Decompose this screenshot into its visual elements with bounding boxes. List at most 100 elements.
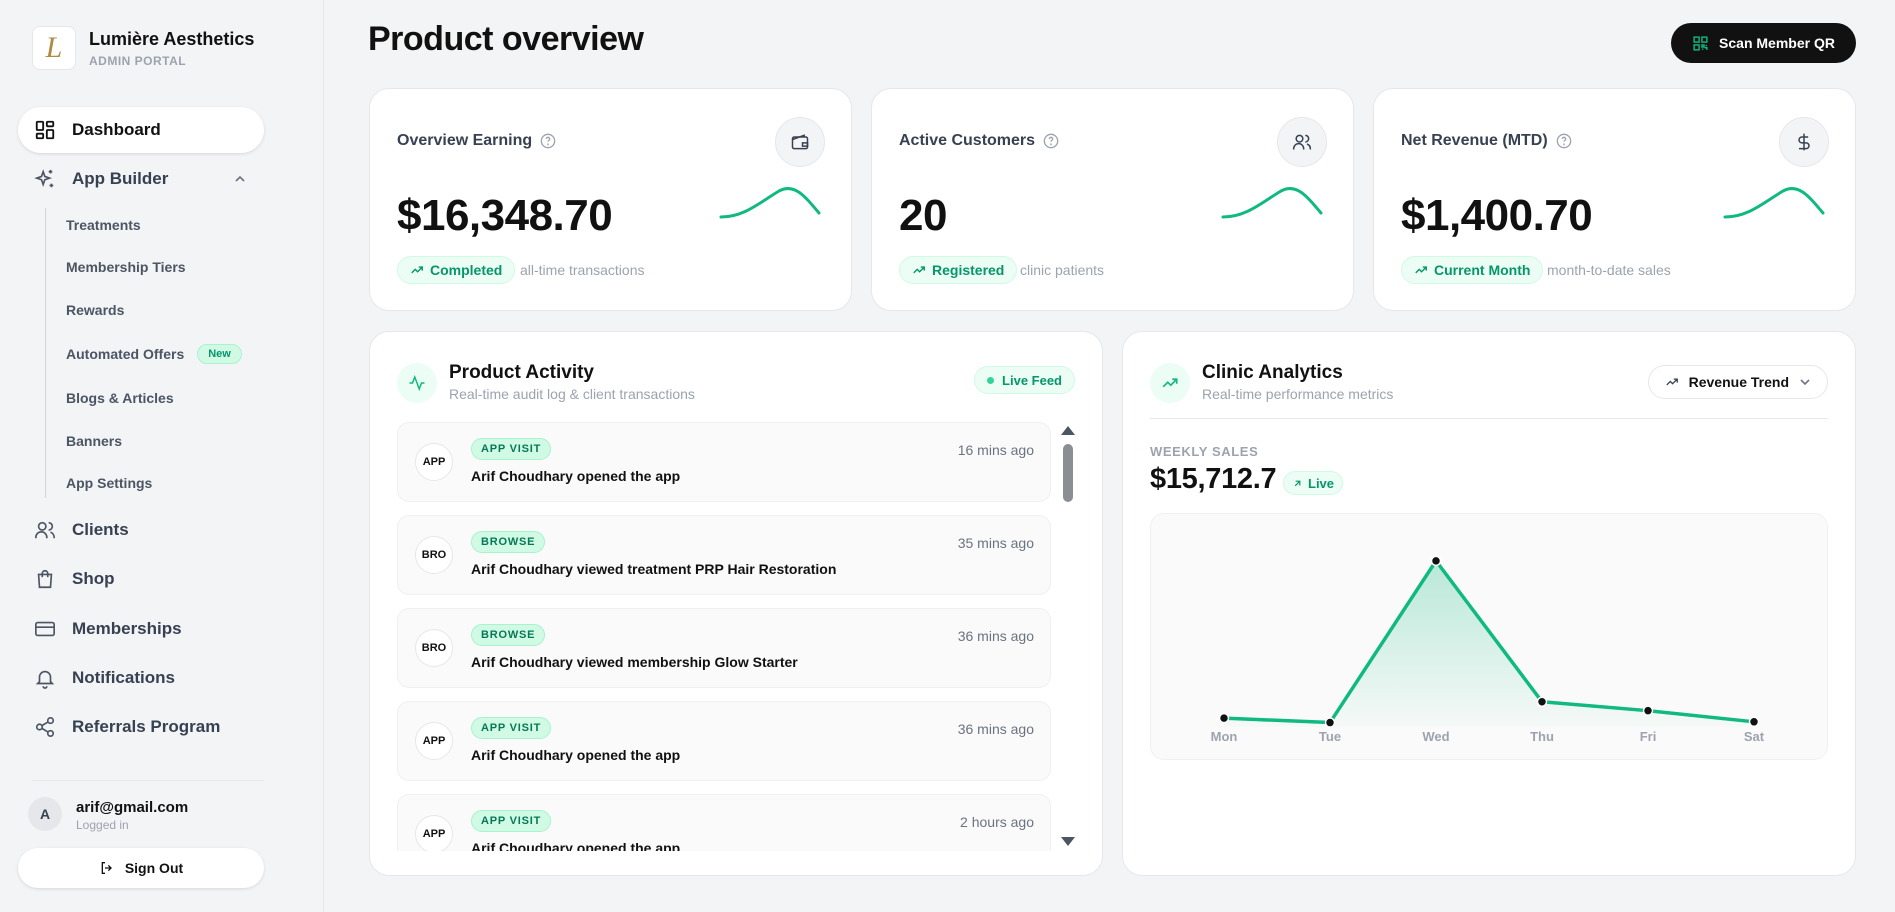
app-builder-submenu: Treatments Membership Tiers Rewards Auto… [45,208,265,498]
live-dot [987,376,995,384]
submenu-item-banners[interactable]: Banners [66,433,123,449]
chevron-up-icon[interactable] [234,173,246,185]
users-icon [35,521,55,539]
users-icon [1277,117,1327,167]
chart-point-fri[interactable] [1642,705,1654,716]
event-time: 36 mins ago [957,721,1034,737]
chart-point-sat[interactable] [1748,716,1760,728]
submenu-item-rewards[interactable]: Rewards [66,302,125,318]
event-badge: APP VISIT [471,438,552,460]
shopping-bag-icon [37,569,53,589]
clinic-analytics-panel: Clinic Analytics Real-time performance m… [1122,331,1856,876]
chart-point-thu[interactable] [1536,696,1548,708]
status-badge: Completed [397,256,516,284]
sidebar-item-referrals[interactable]: Referrals Program [18,704,264,750]
event-text: Arif Choudhary opened the app [471,840,681,851]
event-time: 35 mins ago [957,535,1034,551]
sidebar-item-clients[interactable]: Clients [18,507,264,553]
credit-card-icon [35,621,55,637]
stat-value: 20 [899,191,947,240]
list-item[interactable]: APP APP VISIT Arif Choudhary opened the … [397,701,1051,781]
help-icon[interactable] [1556,133,1572,149]
revenue-trend-dropdown[interactable]: Revenue Trend [1647,365,1828,399]
sparkline [1221,187,1323,219]
event-text: Arif Choudhary viewed treatment PRP Hair… [471,561,837,577]
scroll-down-arrow[interactable] [1061,837,1075,846]
status-badge: Current Month [1401,256,1544,284]
event-text: Arif Choudhary opened the app [471,747,681,763]
scrollbar-thumb[interactable] [1063,444,1073,502]
stat-card-net-revenue: Net Revenue (MTD) $1,400.70 Current Mont… [1373,88,1856,311]
sidebar-divider [32,780,264,781]
trending-up-icon [1150,363,1190,403]
sidebar-item-app-builder[interactable]: App Builder [18,156,264,202]
chart-point-wed[interactable] [1430,555,1442,567]
avatar: BRO [415,629,453,667]
help-icon[interactable] [1043,133,1059,149]
divider [1150,418,1828,419]
chart-area [1224,560,1754,727]
submenu-item-automated-offers[interactable]: Automated Offers New [66,344,242,364]
list-item[interactable]: BRO BROWSE Arif Choudhary viewed members… [397,608,1051,688]
submenu-item-app-settings[interactable]: App Settings [66,475,153,491]
panel-subtitle: Real-time performance metrics [1202,386,1394,402]
list-item[interactable]: APP APP VISIT Arif Choudhary opened the … [397,794,1051,851]
sidebar-item-notifications[interactable]: Notifications [18,655,264,701]
avatar: APP [415,815,453,851]
list-item[interactable]: BRO BROWSE Arif Choudhary viewed treatme… [397,515,1051,595]
sidebar-item-label: Notifications [72,668,175,687]
sparkline [1723,187,1825,219]
trending-up-icon [411,266,423,274]
event-badge: BROWSE [471,531,546,553]
list-item[interactable]: APP APP VISIT Arif Choudhary opened the … [397,422,1051,502]
avatar: APP [415,443,453,481]
x-tick-label: Mon [1211,729,1238,744]
event-badge: APP VISIT [471,810,552,832]
panel-title: Product Activity [449,362,594,383]
sidebar-item-label: Referrals Program [72,717,221,736]
live-feed-badge: Live Feed [974,366,1075,394]
avatar: APP [415,722,453,760]
sidebar-item-label: Dashboard [72,120,161,139]
event-time: 16 mins ago [957,442,1034,458]
sidebar-item-label: Clients [72,520,129,539]
weekly-sales-label: WEEKLY SALES [1150,444,1259,459]
submenu-item-membership-tiers[interactable]: Membership Tiers [66,259,186,275]
event-text: Arif Choudhary opened the app [471,468,681,484]
sidebar: L Lumière Aesthetics ADMIN PORTAL Dashbo… [0,0,324,912]
stat-description: all-time transactions [520,262,645,278]
x-tick-label: Sat [1744,729,1765,744]
submenu-item-blogs[interactable]: Blogs & Articles [66,390,174,406]
weekly-sales-chart: Mon Tue Wed Thu Fri Sat [1150,513,1828,760]
sidebar-item-memberships[interactable]: Memberships [18,606,264,652]
help-icon[interactable] [540,133,556,149]
sidebar-item-label: App Builder [72,169,169,188]
stat-value: $1,400.70 [1401,191,1593,240]
product-activity-panel: Product Activity Real-time audit log & c… [369,331,1103,876]
trending-up-icon [1665,378,1678,386]
trending-up-icon [1415,266,1427,274]
user-status: Logged in [76,818,129,832]
event-time: 36 mins ago [957,628,1034,644]
arrow-up-right-icon [1294,480,1301,486]
activity-feed[interactable]: APP APP VISIT Arif Choudhary opened the … [397,422,1051,851]
page-title: Product overview [368,20,644,58]
sign-out-button[interactable]: Sign Out [18,848,264,888]
x-tick-label: Thu [1530,729,1554,744]
stat-title: Overview Earning [397,132,533,149]
stat-description: clinic patients [1020,262,1105,278]
event-text: Arif Choudhary viewed membership Glow St… [471,654,798,670]
sidebar-item-label: Memberships [72,619,182,638]
chart-point-mon[interactable] [1218,712,1230,724]
submenu-item-treatments[interactable]: Treatments [66,217,141,233]
scroll-up-arrow[interactable] [1061,426,1075,435]
sidebar-item-dashboard[interactable]: Dashboard [18,107,264,153]
panel-subtitle: Real-time audit log & client transaction… [449,386,695,402]
sidebar-item-label: Shop [72,569,115,588]
x-tick-label: Tue [1319,729,1341,744]
sparkline [719,187,821,219]
chart-point-tue[interactable] [1324,717,1336,728]
scan-member-qr-button[interactable]: Scan Member QR [1671,23,1856,63]
sidebar-item-shop[interactable]: Shop [18,556,264,602]
user-email: arif@gmail.com [76,799,189,816]
